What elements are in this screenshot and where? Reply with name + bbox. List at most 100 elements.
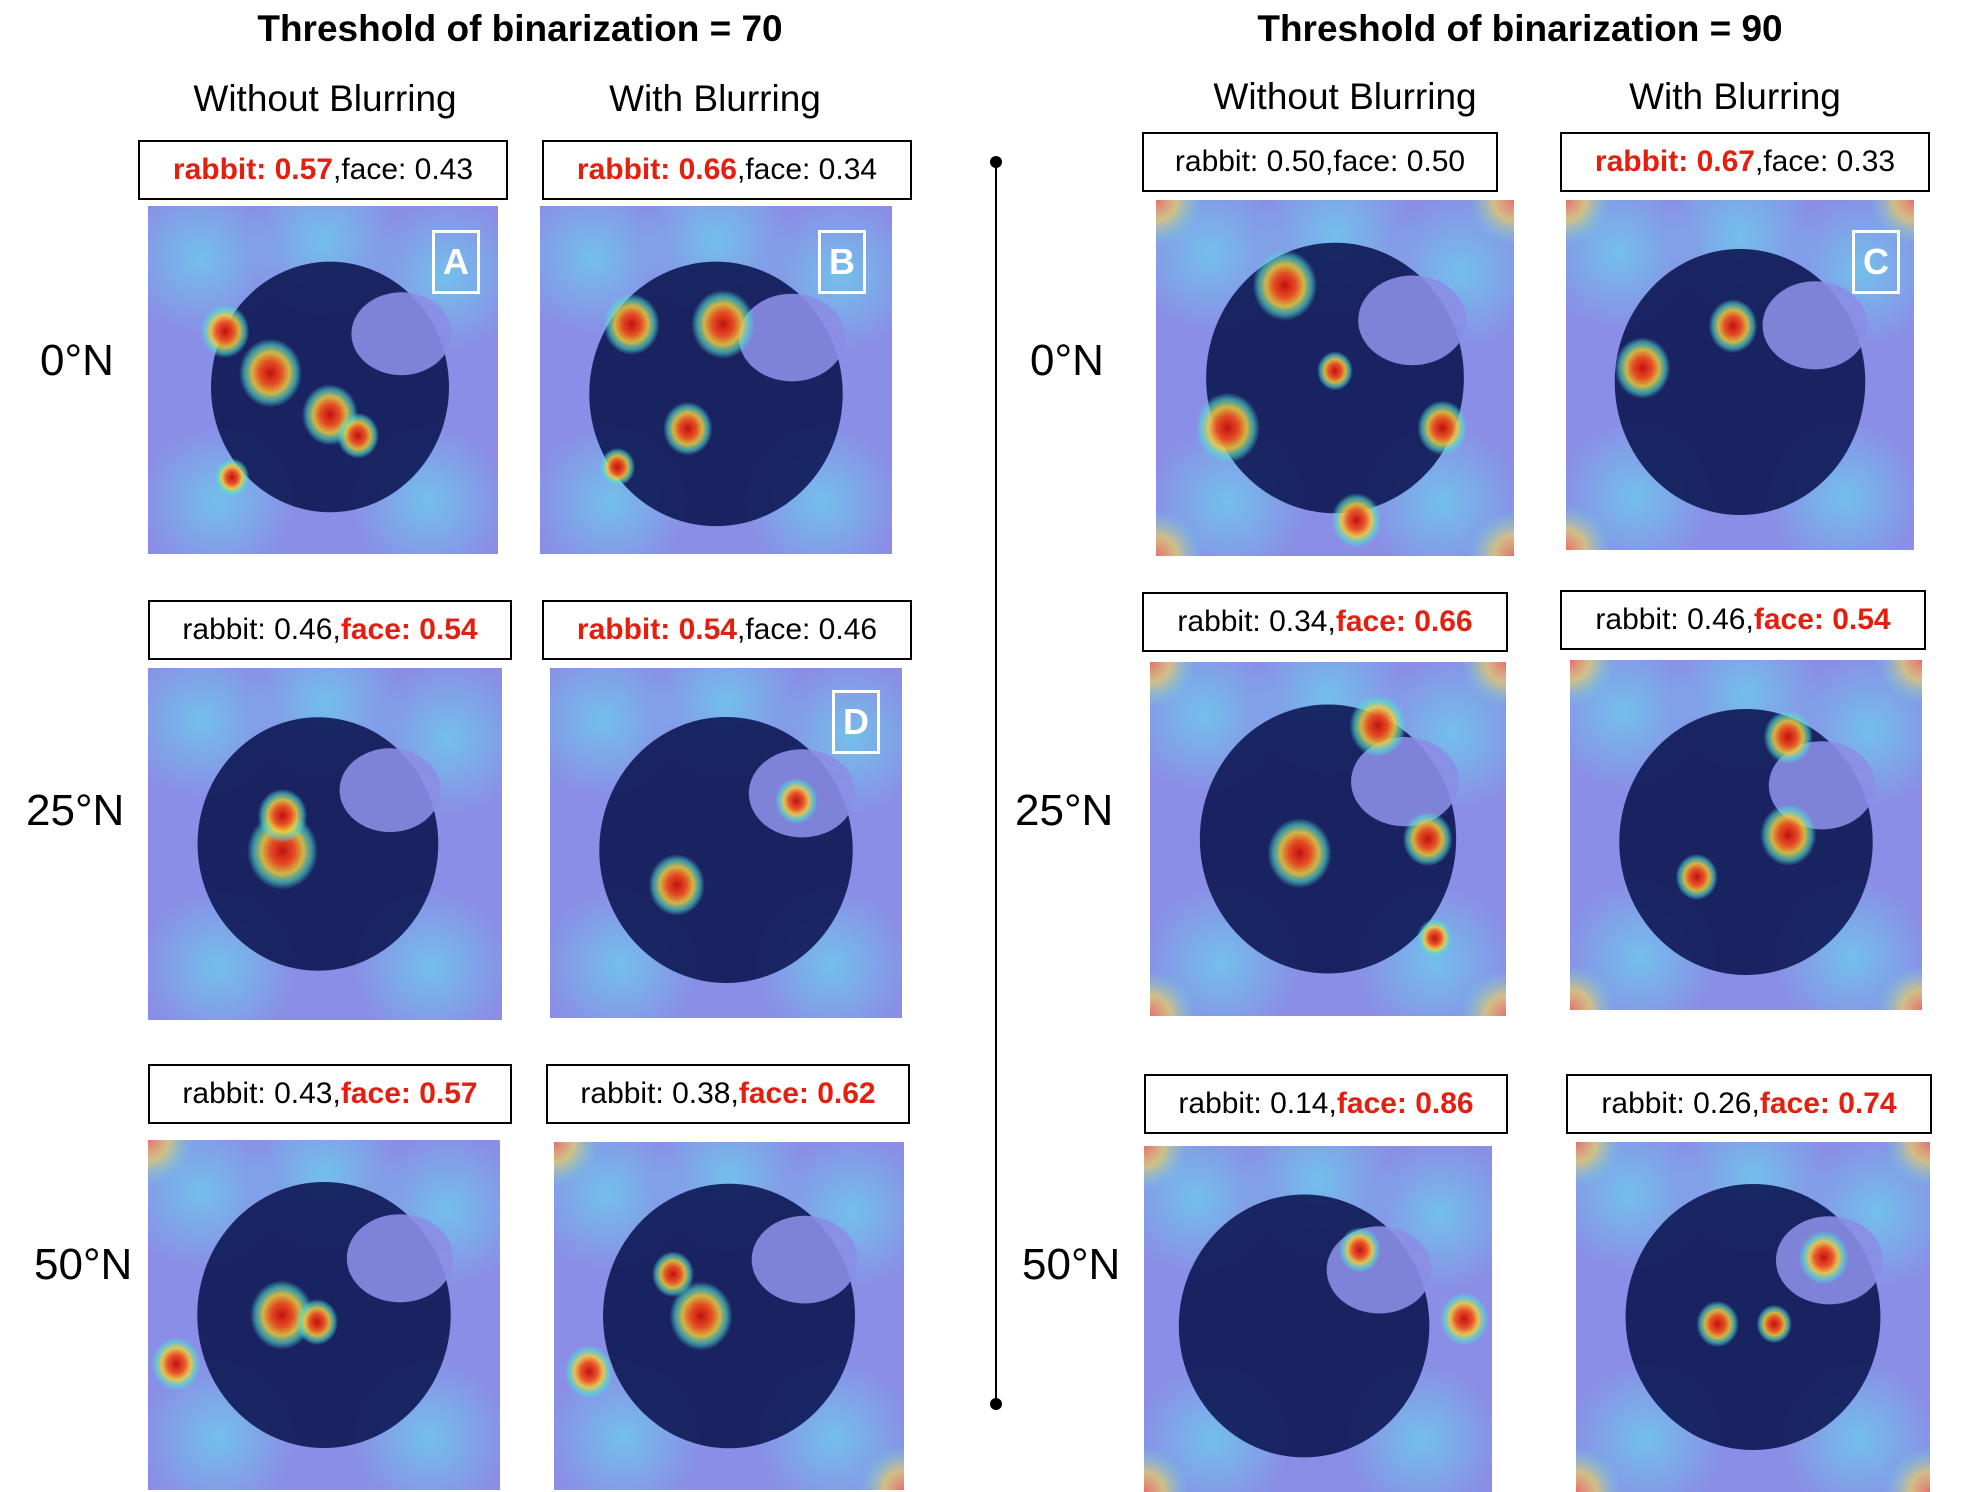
heatmap-hotspot [250,1280,314,1350]
heatmap-t70-noblur-0N [148,206,498,554]
heatmap-corner-glow [1883,1446,1930,1492]
heatmap-corner-glow [1570,964,1616,1010]
score-t70-noblur-25N: rabbit: 0.46, face: 0.54 [148,600,512,660]
score-t70-blur-0N: rabbit: 0.66, face: 0.34 [542,140,912,200]
moon-gap [1351,737,1459,827]
heatmap-corner-glow [858,1444,904,1490]
score-face: face: 0.34 [745,153,878,186]
heatmap-corner-glow [1156,509,1203,556]
title-threshold-90: Threshold of binarization = 90 [1257,8,1783,49]
heatmap-hotspot [1317,351,1353,391]
heatmap-corner-glow [1576,1446,1623,1492]
heatmap-hotspot [1195,392,1260,464]
heatmap-hotspot [151,1337,201,1391]
heatmap-t70-blur-0N [540,206,892,554]
heatmap-hotspot [648,854,705,916]
heatmap-corner-glow [1156,200,1203,247]
score-t70-blur-25N: rabbit: 0.54, face: 0.46 [542,600,912,660]
header-t90-with-blurring: With Blurring [1629,76,1841,117]
badge-d: D [832,690,880,754]
heatmap-hotspot [775,777,818,825]
heatmap-hotspot [599,447,636,487]
heatmap-canvas [1156,200,1514,556]
score-separator: , [1751,1087,1760,1120]
section-divider [995,162,997,1404]
score-separator: , [332,613,341,646]
score-rabbit: rabbit: 0.46 [1595,603,1746,636]
score-rabbit: rabbit: 0.38 [580,1077,731,1110]
score-separator: , [1754,145,1764,178]
badge-a: A [432,230,480,294]
heatmap-corner-glow [1467,509,1514,556]
heatmap-canvas [148,1140,500,1490]
badge-b: B [818,230,866,294]
heatmap-hotspot [257,788,308,843]
header-t70-without-blurring: Without Blurring [193,78,457,119]
heatmap-t90-noblur-50N [1144,1146,1492,1492]
heatmap-hotspot [1331,492,1382,548]
score-t90-blur-0N: rabbit: 0.67, face: 0.33 [1560,132,1930,192]
score-face: face: 0.54 [340,613,478,646]
heatmap-t90-blur-50N [1576,1142,1930,1492]
heatmap-corner-glow [1150,662,1197,709]
heatmap-t90-noblur-0N [1156,200,1514,556]
heatmap-hotspot [1756,1304,1792,1344]
heatmap-corner-glow [1467,200,1514,247]
row-label-t90-0N: 0°N [1030,336,1104,385]
heatmap-canvas [1576,1142,1930,1492]
score-face: face: 0.33 [1763,145,1896,178]
badge-c: C [1852,230,1900,294]
heatmap-hotspot [1349,694,1407,757]
score-separator: , [736,153,746,186]
score-rabbit: rabbit: 0.34 [1177,605,1328,638]
moon-gap [1358,275,1467,366]
score-separator: , [1328,1087,1337,1120]
heatmap-hotspot [200,304,250,359]
score-rabbit: rabbit: 0.26 [1601,1087,1752,1120]
title-threshold-70: Threshold of binarization = 70 [257,8,783,49]
heatmap-canvas [148,668,502,1020]
heatmap-t90-blur-0N [1566,200,1914,550]
heatmap-canvas [148,206,498,554]
heatmap-hotspot [1708,299,1758,353]
score-separator: , [1745,603,1754,636]
heatmap-hotspot [1614,337,1671,399]
score-rabbit: rabbit: 0.50 [1174,145,1325,178]
heatmap-hotspot [337,412,379,459]
heatmap-hotspot [1252,250,1318,321]
heatmap-corner-glow [1576,1142,1623,1188]
heatmap-t90-blur-25N [1570,660,1922,1010]
heatmap-t70-noblur-25N [148,668,502,1020]
heatmap-hotspot [295,1298,339,1346]
moon-gap [351,292,452,376]
heatmap-hotspot [239,338,302,408]
heatmap-hotspot [1675,853,1718,901]
score-rabbit: rabbit: 0.67 [1594,145,1755,178]
score-t90-noblur-50N: rabbit: 0.14, face: 0.86 [1144,1074,1508,1134]
row-label-t90-50N: 50°N [1022,1240,1121,1289]
score-rabbit: rabbit: 0.54 [576,613,737,646]
heatmap-corner-glow [1144,1447,1190,1492]
divider-bottom-dot [990,1398,1002,1410]
row-label-t70-0N: 0°N [40,336,114,385]
heatmap-hotspot [1760,804,1817,866]
score-face: face: 0.54 [1753,603,1891,636]
heatmap-canvas [1570,660,1922,1010]
heatmap-canvas [554,1142,904,1490]
heatmap-corner-glow [1459,662,1506,709]
header-t70-with-blurring: With Blurring [609,78,821,119]
score-separator: , [1325,145,1334,178]
score-t90-noblur-0N: rabbit: 0.50, face: 0.50 [1142,132,1498,192]
score-separator: , [1327,605,1336,638]
heatmap-hotspot [1763,710,1813,764]
heatmap-corner-glow [1570,660,1616,706]
heatmap-t90-noblur-25N [1150,662,1506,1016]
heatmap-corner-glow [1566,504,1612,550]
moon-gap [339,748,441,833]
heatmap-corner-glow [1868,200,1914,246]
moon-gap [1762,281,1868,370]
heatmap-canvas [1150,662,1506,1016]
score-separator: , [332,153,342,186]
heatmap-corner-glow [554,1142,600,1188]
heatmap-corner-glow [1150,969,1197,1016]
